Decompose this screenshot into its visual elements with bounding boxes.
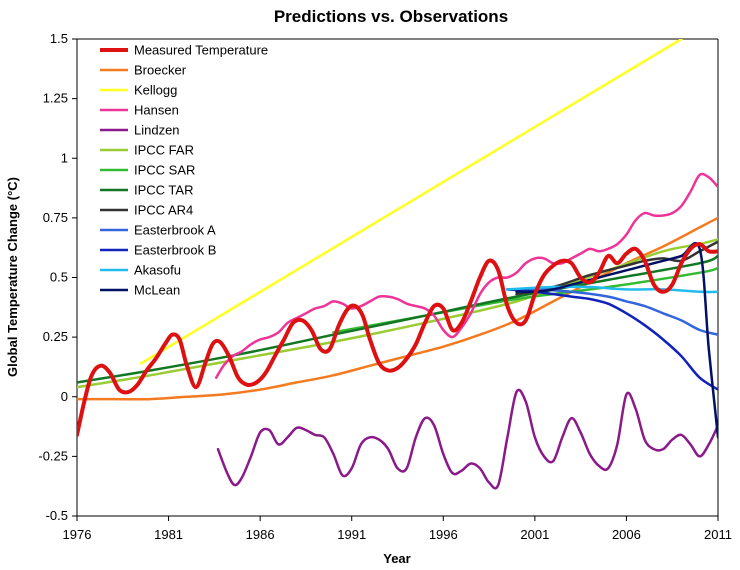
axes: -0.5 -0.25 0 0.25 0.5 0.75 1 1.25 1.5 1976 1981 198… xyxy=(38,31,732,542)
series-line-lindzen xyxy=(216,388,718,490)
legend: Measured Temperature Broecker Kellogg Hanse… xyxy=(100,43,268,298)
x-tick-label: 1986 xyxy=(246,527,275,542)
y-axis-label: Global Temperature Change (°C) xyxy=(5,177,20,377)
legend-label-hansen: Hansen xyxy=(134,103,179,118)
x-tick-label: 1991 xyxy=(337,527,366,542)
series-line-kellogg xyxy=(139,39,683,365)
series-line-akasofu xyxy=(506,285,718,294)
y-tick-label: -0.5 xyxy=(46,508,68,523)
series-line-ipcc-tar xyxy=(77,254,718,384)
y-tick-label: 0.75 xyxy=(43,210,68,225)
x-axis-label: Year xyxy=(383,551,410,566)
y-tick-label: 1.5 xyxy=(50,31,68,46)
x-tick-label: 2006 xyxy=(612,527,641,542)
chart-title: Predictions vs. Observations xyxy=(274,7,508,26)
legend-label-ipcc-ar4: IPCC AR4 xyxy=(134,203,193,218)
y-tick-label: 0.5 xyxy=(50,270,68,285)
y-tick-label: -0.25 xyxy=(38,448,68,463)
y-tick-label: 0 xyxy=(61,389,68,404)
x-tick-label: 1996 xyxy=(429,527,458,542)
x-tick-label: 1981 xyxy=(154,527,183,542)
x-tick-label: 1976 xyxy=(63,527,92,542)
y-tick-label: 1.25 xyxy=(43,91,68,106)
legend-label-measured-temperature: Measured Temperature xyxy=(134,43,268,58)
y-tick-label: 0.25 xyxy=(43,329,68,344)
series-line-hansen xyxy=(214,172,718,379)
legend-label-ipcc-sar: IPCC SAR xyxy=(134,163,195,178)
legend-label-mclean: McLean xyxy=(134,283,180,298)
legend-label-easterbrook-a: Easterbrook A xyxy=(134,223,216,238)
legend-label-kellogg: Kellogg xyxy=(134,83,177,98)
legend-label-ipcc-far: IPCC FAR xyxy=(134,143,194,158)
legend-label-ipcc-tar: IPCC TAR xyxy=(134,183,193,198)
x-tick-label: 2011 xyxy=(704,527,732,542)
series-layer xyxy=(77,39,718,490)
series-line-measured-temperature xyxy=(77,242,718,437)
legend-label-easterbrook-b: Easterbrook B xyxy=(134,243,216,258)
legend-label-broecker: Broecker xyxy=(134,63,187,78)
x-tick-label: 2001 xyxy=(520,527,549,542)
legend-label-akasofu: Akasofu xyxy=(134,263,181,278)
y-tick-label: 1 xyxy=(61,150,68,165)
series-line-easterbrook-b xyxy=(506,288,718,391)
legend-label-lindzen: Lindzen xyxy=(134,123,180,138)
series-line-mclean xyxy=(515,241,718,439)
